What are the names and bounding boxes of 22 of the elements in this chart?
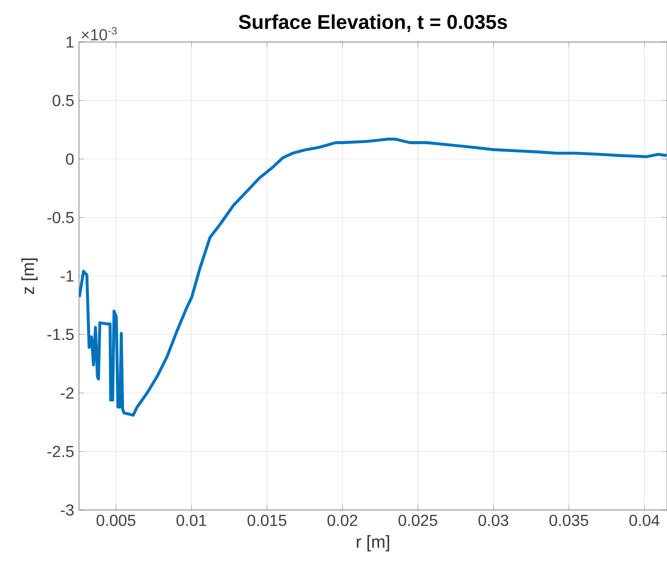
- y-axis-title: z [m]: [21, 258, 38, 294]
- x-tick-label: 0.005: [96, 514, 136, 526]
- x-axis-title: r [m]: [356, 535, 390, 552]
- y-tick-label: -2: [60, 387, 74, 399]
- y-tick-label: 0: [66, 153, 74, 165]
- x-tick-label: 0.01: [176, 514, 206, 526]
- x-tick-label: 0.015: [248, 514, 286, 526]
- x-tick-label: 0.03: [478, 514, 508, 526]
- x-tick-label: 0.04: [629, 514, 660, 526]
- y-tick-label: -1: [60, 270, 74, 282]
- text: ×10$^{-3}$: [82, 27, 117, 40]
- chart-title: Surface Elevation, t = 0.035s: [238, 14, 507, 32]
- x-tick-label: 0.02: [327, 514, 358, 526]
- y-tick-label: 1: [66, 36, 74, 48]
- y-tick-label: -1.5: [47, 328, 74, 340]
- x-tick-label: 0.035: [549, 514, 588, 526]
- y-tick-label: -0.5: [47, 212, 74, 224]
- x-tick-label: 0.025: [398, 514, 438, 526]
- y-tick-label: -2.5: [47, 446, 74, 458]
- line-series: [79, 138, 667, 417]
- y-tick-label: 0.5: [52, 94, 74, 106]
- y-tick-label: -3: [60, 504, 74, 516]
